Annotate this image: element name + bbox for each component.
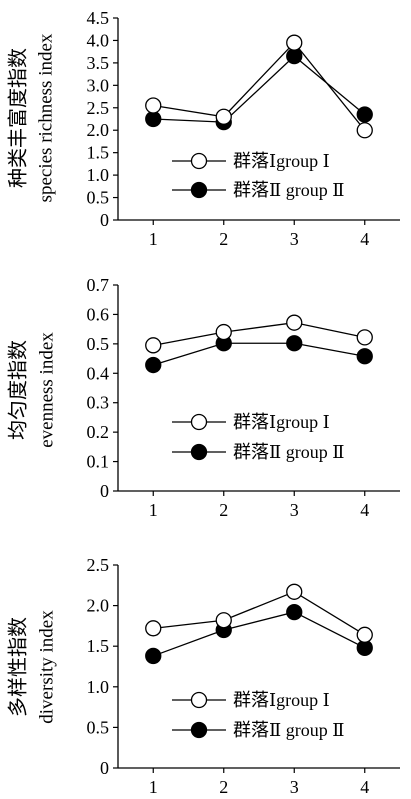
y-tick-label: 1.0 — [87, 677, 110, 697]
y-tick-label: 3.5 — [87, 53, 110, 73]
legend-marker — [190, 443, 208, 461]
legend-marker — [190, 721, 208, 739]
legend-marker — [190, 413, 208, 431]
y-tick-label: 0.1 — [87, 452, 110, 472]
series-line — [153, 41, 366, 131]
data-point — [356, 329, 373, 346]
x-tick-label: 4 — [360, 777, 369, 797]
data-point — [215, 612, 232, 629]
legend-marker — [190, 691, 208, 709]
y-tick-label: 2.0 — [87, 596, 110, 616]
y-tick-label: 0.5 — [87, 188, 110, 208]
data-point — [145, 337, 162, 354]
data-point — [356, 348, 373, 365]
y-tick-label: 2.0 — [87, 120, 110, 140]
legend-marker — [190, 152, 208, 170]
legend-label: 群落Ⅱ group Ⅱ — [233, 180, 344, 200]
data-point — [356, 106, 373, 123]
y-tick-label: 0.2 — [87, 422, 110, 442]
data-point — [215, 323, 232, 341]
y-axis-title-en: species richness index — [35, 33, 56, 202]
y-tick-label: 0 — [100, 210, 109, 230]
evenness-chart: 0 0.1 0.2 0.3 0.4 0.5 0.6 0.7 1 2 3 4 均匀度指数 evenness … — [7, 275, 400, 520]
y-tick-label: 1.5 — [87, 636, 110, 656]
x-tick-label: 4 — [360, 229, 369, 249]
data-point — [145, 620, 162, 637]
data-point — [145, 97, 162, 114]
y-axis-title-cn: 多样性指数 — [7, 617, 30, 717]
data-point — [286, 48, 303, 65]
series-line — [153, 591, 366, 636]
y-tick-label: 0 — [100, 758, 109, 778]
y-tick-label: 0.5 — [87, 334, 110, 354]
legend-marker — [190, 181, 208, 199]
legend-label: 群落Ⅰgroup Ⅰ — [233, 690, 330, 710]
x-tick-label: 1 — [149, 500, 158, 520]
data-point — [356, 626, 373, 643]
series-line — [153, 611, 366, 657]
richness-chart: 00.5 1.01.5 2.02.5 3.03.5 4.04.5 1 2 3 4 种类丰富度指数 s… — [7, 8, 400, 249]
y-tick-label: 1.5 — [87, 143, 110, 163]
data-point — [286, 583, 303, 600]
y-tick-label: 4.5 — [87, 8, 110, 28]
legend-label: 群落Ⅱ group Ⅱ — [233, 720, 344, 740]
x-tick-label: 3 — [290, 777, 299, 797]
legend-label: 群落Ⅰgroup Ⅰ — [233, 151, 330, 171]
y-axis-title-en: diversity index — [36, 610, 57, 724]
y-tick-label: 0.4 — [87, 363, 110, 383]
y-tick-label: 0.5 — [87, 717, 110, 737]
x-tick-label: 3 — [290, 500, 299, 520]
data-point — [286, 34, 303, 51]
x-tick-label: 2 — [219, 229, 228, 249]
data-point — [215, 108, 232, 125]
data-point — [145, 647, 162, 665]
y-tick-label: 0.3 — [87, 393, 110, 413]
data-point — [286, 603, 303, 621]
x-tick-label: 2 — [219, 500, 228, 520]
y-tick-label: 0 — [100, 481, 109, 501]
x-tick-label: 3 — [290, 229, 299, 249]
series-line — [153, 55, 366, 123]
y-tick-label: 1.0 — [87, 165, 110, 185]
y-tick-label: 2.5 — [87, 555, 110, 575]
legend-label: 群落Ⅰgroup Ⅰ — [233, 412, 330, 432]
x-tick-label: 4 — [360, 500, 369, 520]
data-point — [356, 122, 373, 139]
data-point — [286, 335, 303, 352]
series-line — [153, 322, 365, 346]
data-point — [145, 356, 162, 374]
y-axis-title-en: evenness index — [36, 332, 57, 448]
x-tick-label: 2 — [219, 777, 228, 797]
x-tick-label: 1 — [149, 229, 158, 249]
y-tick-label: 0.6 — [87, 304, 110, 324]
diversity-chart: 0 0.5 1.0 1.5 2.0 2.5 1 2 3 4 多样性指数 diversity index… — [7, 555, 400, 797]
y-tick-label: 0.7 — [87, 275, 110, 295]
y-tick-label: 2.5 — [87, 98, 110, 118]
y-tick-label: 3.0 — [87, 75, 110, 95]
x-tick-label: 1 — [149, 777, 158, 797]
data-point — [286, 314, 303, 331]
series-line — [153, 342, 365, 366]
y-tick-label: 4.0 — [87, 30, 110, 50]
y-axis-title-cn: 均匀度指数 — [7, 340, 30, 440]
legend-label: 群落Ⅱ group Ⅱ — [233, 442, 344, 462]
y-axis-title-cn: 种类丰富度指数 — [7, 48, 30, 188]
data-point — [145, 110, 162, 128]
